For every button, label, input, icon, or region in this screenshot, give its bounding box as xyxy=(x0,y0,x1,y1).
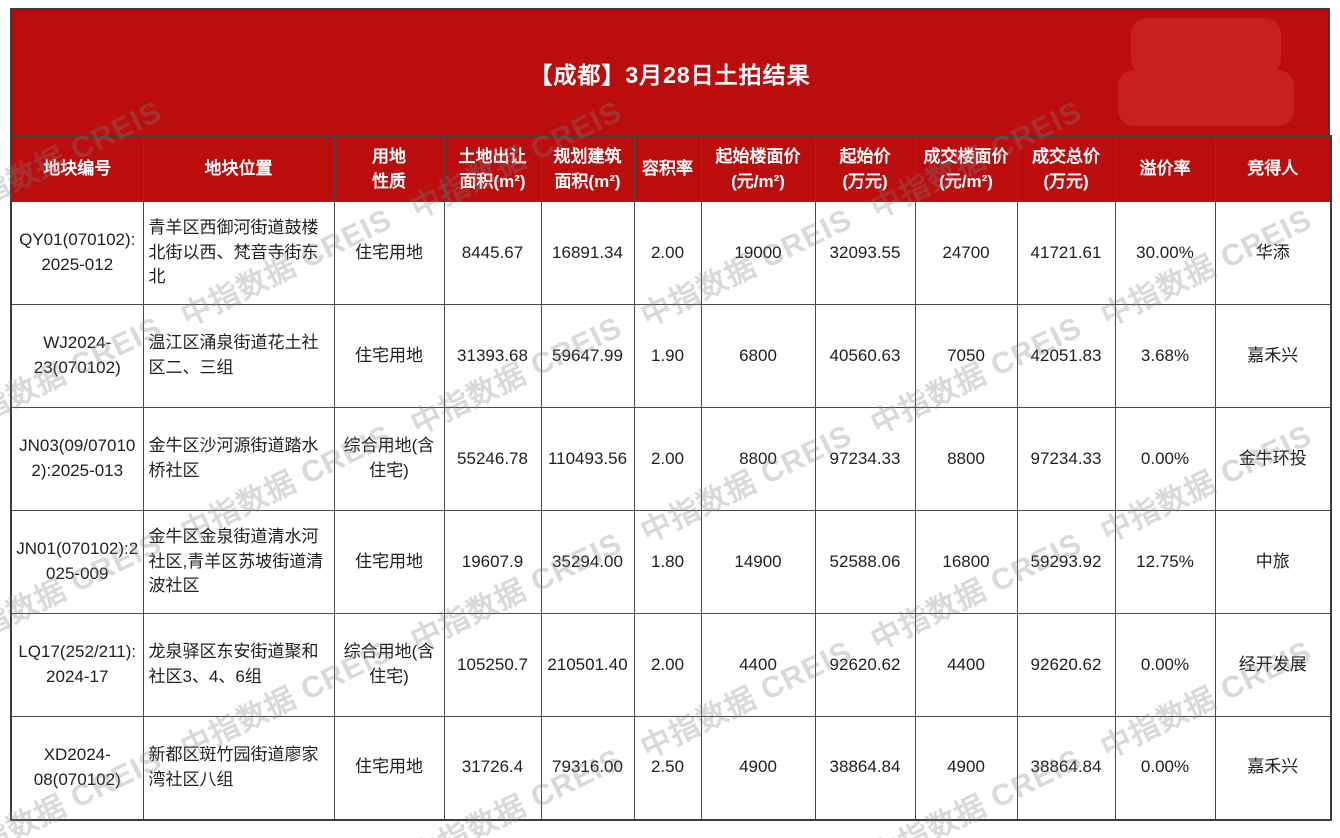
cell-deal-total-price: 92620.62 xyxy=(1016,613,1116,717)
cell-location: 温江区涌泉街道花土社区二、三组 xyxy=(142,304,335,408)
cell-location: 金牛区金泉街道清水河社区,青羊区苏坡街道清波社区 xyxy=(142,510,335,614)
cell-start-floor-price: 4900 xyxy=(700,716,816,820)
column-header-land-use: 用地 性质 xyxy=(333,135,445,202)
cell-land-use: 综合用地(含住宅) xyxy=(333,407,445,511)
table-row: QY01(070102):2025-012 青羊区西御河街道鼓楼北街以西、梵音寺街… xyxy=(10,201,1332,305)
cell-plot-ratio: 1.90 xyxy=(633,304,702,408)
cell-location: 新都区斑竹园街道廖家湾社区八组 xyxy=(142,716,335,820)
cell-start-price: 97234.33 xyxy=(814,407,916,511)
cell-land-use: 住宅用地 xyxy=(333,304,445,408)
cell-winner: 金牛环投 xyxy=(1214,407,1332,511)
cell-deal-floor-price: 4400 xyxy=(914,613,1018,717)
cell-land-use: 综合用地(含住宅) xyxy=(333,613,445,717)
redacted-logo xyxy=(1118,18,1294,126)
cell-transfer-area: 19607.9 xyxy=(443,510,542,614)
cell-deal-floor-price: 4900 xyxy=(914,716,1018,820)
cell-plot-ratio: 2.00 xyxy=(633,201,702,305)
cell-transfer-area: 105250.7 xyxy=(443,613,542,717)
cell-start-price: 92620.62 xyxy=(814,613,916,717)
cell-land-use: 住宅用地 xyxy=(333,201,445,305)
cell-plot-ratio: 1.80 xyxy=(633,510,702,614)
cell-location: 金牛区沙河源街道踏水桥社区 xyxy=(142,407,335,511)
cell-winner: 嘉禾兴 xyxy=(1214,304,1332,408)
cell-deal-total-price: 41721.61 xyxy=(1016,201,1116,305)
table-row: XD2024-08(070102) 新都区斑竹园街道廖家湾社区八组 住宅用地 3172… xyxy=(10,716,1332,820)
cell-winner: 华添 xyxy=(1214,201,1332,305)
column-header-transfer-area: 土地出让 面积(m²) xyxy=(443,135,542,202)
cell-deal-floor-price: 16800 xyxy=(914,510,1018,614)
page-title: 【成都】3月28日土拍结果 xyxy=(529,61,811,88)
cell-land-use: 住宅用地 xyxy=(333,716,445,820)
cell-deal-floor-price: 8800 xyxy=(914,407,1018,511)
cell-location: 龙泉驿区东安街道聚和社区3、4、6组 xyxy=(142,613,335,717)
table-header-row: 地块编号 地块位置 用地 性质 土地出让 面积(m²) 规划建筑 面积(m²) 容积率 起始… xyxy=(10,135,1332,202)
cell-transfer-area: 8445.67 xyxy=(443,201,542,305)
cell-winner: 经开发展 xyxy=(1214,613,1332,717)
column-header-deal-total-price: 成交总价 (万元) xyxy=(1016,135,1116,202)
cell-deal-floor-price: 7050 xyxy=(914,304,1018,408)
cell-winner: 中旅 xyxy=(1214,510,1332,614)
cell-deal-total-price: 42051.83 xyxy=(1016,304,1116,408)
cell-plot-id: XD2024-08(070102) xyxy=(10,716,144,820)
column-header-premium-rate: 溢价率 xyxy=(1114,135,1216,202)
cell-start-price: 52588.06 xyxy=(814,510,916,614)
table-row: JN03(09/070102):2025-013 金牛区沙河源街道踏水桥社区 综合用… xyxy=(10,407,1332,511)
cell-deal-total-price: 38864.84 xyxy=(1016,716,1116,820)
cell-plot-id: JN01(070102):2025-009 xyxy=(10,510,144,614)
cell-premium-rate: 3.68% xyxy=(1114,304,1216,408)
cell-plot-id: LQ17(252/211):2024-17 xyxy=(10,613,144,717)
column-header-deal-floor-price: 成交楼面价 (元/m²) xyxy=(914,135,1018,202)
table-row: LQ17(252/211):2024-17 龙泉驿区东安街道聚和社区3、4、6组综… xyxy=(10,613,1332,717)
cell-winner: 嘉禾兴 xyxy=(1214,716,1332,820)
cell-start-price: 38864.84 xyxy=(814,716,916,820)
cell-transfer-area: 55246.78 xyxy=(443,407,542,511)
title-banner: 【成都】3月28日土拍结果 xyxy=(10,8,1330,135)
cell-location: 青羊区西御河街道鼓楼北街以西、梵音寺街东北 xyxy=(142,201,335,305)
cell-transfer-area: 31393.68 xyxy=(443,304,542,408)
cell-start-price: 40560.63 xyxy=(814,304,916,408)
column-header-plot-ratio: 容积率 xyxy=(633,135,702,202)
cell-plot-ratio: 2.50 xyxy=(633,716,702,820)
cell-planned-area: 16891.34 xyxy=(540,201,635,305)
cell-planned-area: 59647.99 xyxy=(540,304,635,408)
cell-plot-id: WJ2024-23(070102) xyxy=(10,304,144,408)
cell-plot-id: QY01(070102):2025-012 xyxy=(10,201,144,305)
column-header-start-floor-price: 起始楼面价 (元/m²) xyxy=(700,135,816,202)
column-header-winner: 竞得人 xyxy=(1214,135,1332,202)
cell-deal-total-price: 97234.33 xyxy=(1016,407,1116,511)
cell-plot-ratio: 2.00 xyxy=(633,407,702,511)
cell-start-floor-price: 8800 xyxy=(700,407,816,511)
cell-premium-rate: 0.00% xyxy=(1114,407,1216,511)
cell-planned-area: 210501.40 xyxy=(540,613,635,717)
cell-start-floor-price: 14900 xyxy=(700,510,816,614)
cell-start-floor-price: 4400 xyxy=(700,613,816,717)
table-row: JN01(070102):2025-009 金牛区金泉街道清水河社区,青羊区苏坡街… xyxy=(10,510,1332,614)
cell-transfer-area: 31726.4 xyxy=(443,716,542,820)
cell-start-price: 32093.55 xyxy=(814,201,916,305)
cell-deal-floor-price: 24700 xyxy=(914,201,1018,305)
cell-planned-area: 110493.56 xyxy=(540,407,635,511)
cell-plot-ratio: 2.00 xyxy=(633,613,702,717)
cell-planned-area: 79316.00 xyxy=(540,716,635,820)
redacted-logo-top-shape xyxy=(1131,18,1281,75)
cell-premium-rate: 0.00% xyxy=(1114,716,1216,820)
cell-plot-id: JN03(09/070102):2025-013 xyxy=(10,407,144,511)
cell-premium-rate: 12.75% xyxy=(1114,510,1216,614)
cell-premium-rate: 0.00% xyxy=(1114,613,1216,717)
cell-start-floor-price: 19000 xyxy=(700,201,816,305)
column-header-planned-area: 规划建筑 面积(m²) xyxy=(540,135,635,202)
cell-land-use: 住宅用地 xyxy=(333,510,445,614)
cell-premium-rate: 30.00% xyxy=(1114,201,1216,305)
table-row: WJ2024-23(070102) 温江区涌泉街道花土社区二、三组 住宅用地 3139… xyxy=(10,304,1332,408)
cell-start-floor-price: 6800 xyxy=(700,304,816,408)
column-header-start-price: 起始价 (万元) xyxy=(814,135,916,202)
cell-deal-total-price: 59293.92 xyxy=(1016,510,1116,614)
redacted-logo-bottom-shape xyxy=(1118,70,1294,126)
column-header-location: 地块位置 xyxy=(142,135,335,202)
column-header-plot-id: 地块编号 xyxy=(10,135,144,202)
table-body: QY01(070102):2025-012 青羊区西御河街道鼓楼北街以西、梵音寺街… xyxy=(10,201,1332,820)
land-auction-table: 地块编号 地块位置 用地 性质 土地出让 面积(m²) 规划建筑 面积(m²) 容积率 起始… xyxy=(10,135,1332,821)
cell-planned-area: 35294.00 xyxy=(540,510,635,614)
